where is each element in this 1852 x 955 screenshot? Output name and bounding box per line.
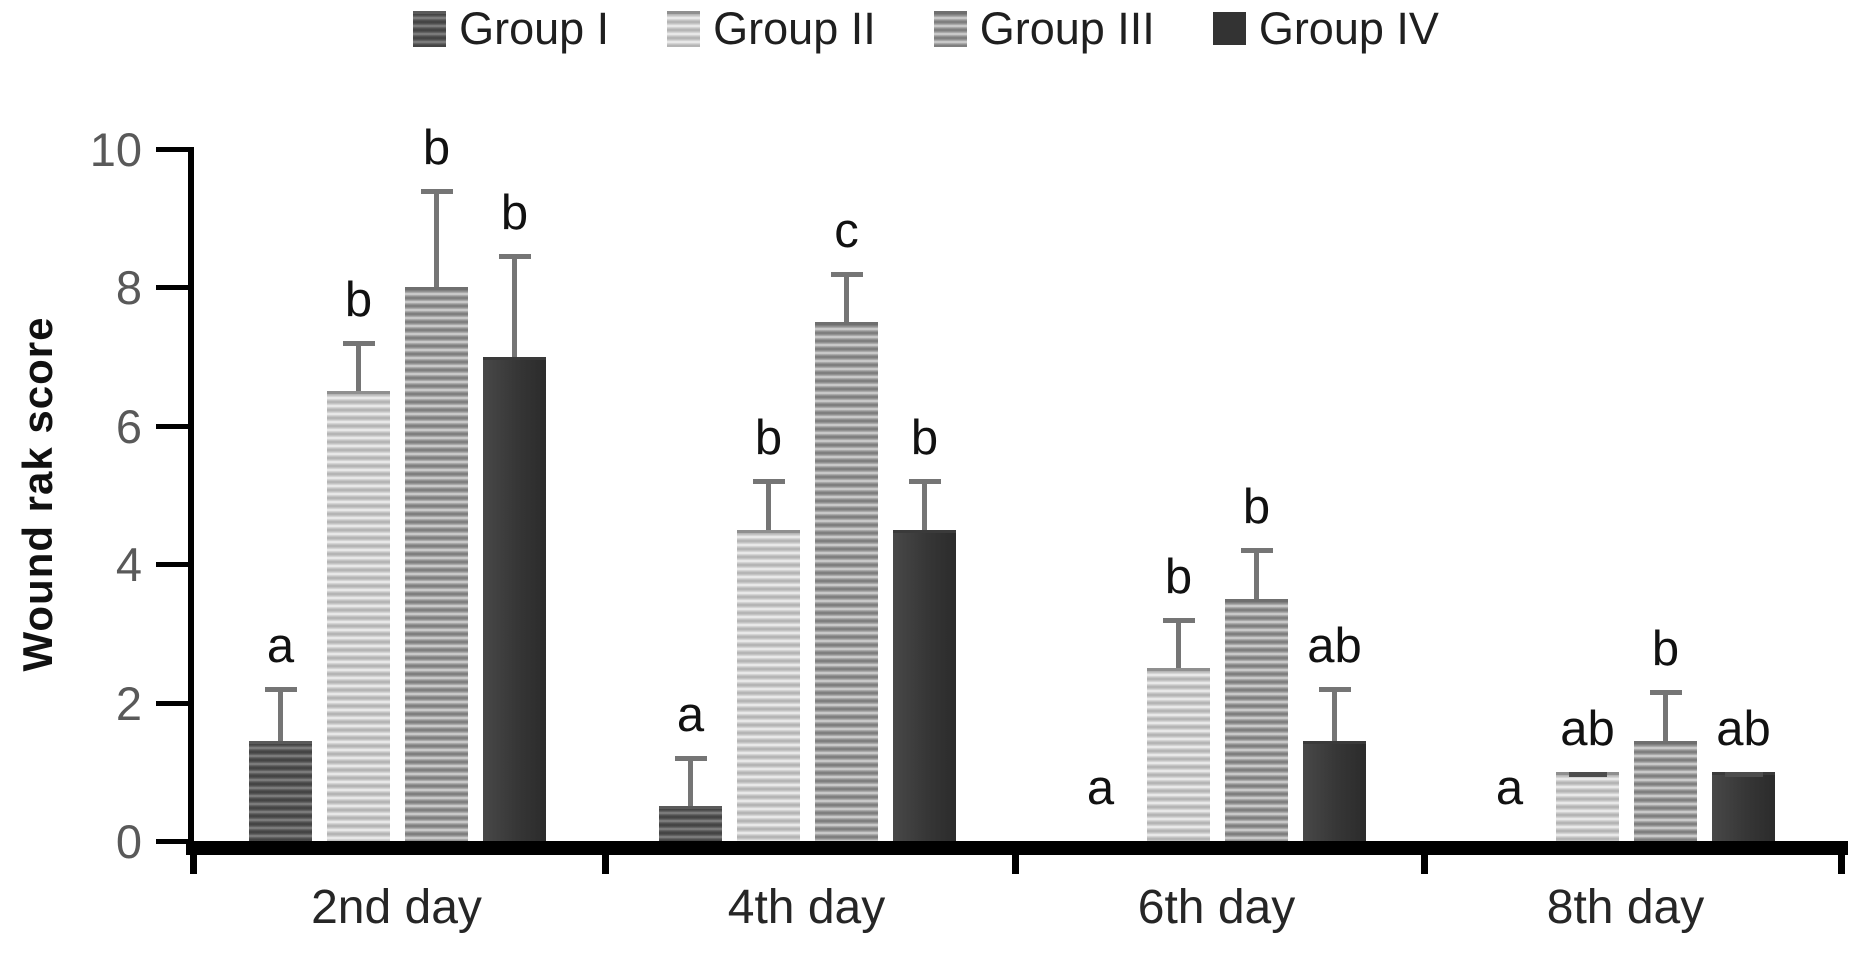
error-bar-whisker bbox=[1254, 550, 1259, 599]
significance-letter: a bbox=[266, 618, 295, 673]
legend-label: Group I bbox=[459, 3, 610, 54]
y-tick-label: 4 bbox=[115, 538, 142, 592]
legend-label: Group IV bbox=[1258, 3, 1439, 54]
legend-marker-icon bbox=[667, 10, 701, 47]
error-bar-whisker bbox=[512, 256, 517, 357]
bar-4th-day-Group-IV bbox=[893, 529, 956, 841]
x-category-label: 2nd day bbox=[311, 881, 482, 934]
x-axis-tick bbox=[1012, 854, 1019, 874]
y-tick-label: 0 bbox=[115, 815, 142, 868]
legend-marker-icon bbox=[1212, 12, 1246, 45]
bar-8th-day-Group-IV bbox=[1712, 771, 1775, 841]
significance-letter: a bbox=[1495, 760, 1524, 815]
legend-item-2: Group II bbox=[667, 6, 876, 51]
x-axis-line bbox=[186, 841, 1848, 855]
bar-4th-day-Group-I bbox=[659, 806, 722, 841]
significance-letter: ab bbox=[1560, 701, 1615, 756]
significance-letter: ab bbox=[1716, 701, 1771, 756]
significance-letter: b bbox=[344, 272, 373, 327]
error-bar-whisker bbox=[688, 757, 693, 807]
error-bar-cap bbox=[1162, 617, 1195, 623]
error-bar-cap bbox=[1240, 548, 1273, 554]
y-axis-tick bbox=[156, 839, 194, 844]
significance-letter: a bbox=[1086, 760, 1115, 815]
y-tick-label: 10 bbox=[89, 123, 142, 176]
error-bar-cap bbox=[1568, 771, 1607, 777]
error-bar-cap bbox=[830, 271, 863, 277]
error-bar-cap bbox=[498, 254, 531, 260]
chart-legend: Group I Group II Group III Group IV bbox=[0, 6, 1852, 51]
error-bar-cap bbox=[342, 340, 375, 346]
legend-label: Group III bbox=[979, 3, 1155, 54]
error-bar-cap bbox=[908, 479, 941, 485]
legend-item-1: Group I bbox=[413, 6, 609, 51]
x-axis-tick bbox=[190, 854, 197, 874]
bar-2nd-day-Group-II bbox=[327, 391, 390, 841]
x-axis-tick bbox=[1421, 854, 1428, 874]
significance-letter: b bbox=[422, 120, 451, 175]
y-axis-tick bbox=[156, 147, 194, 152]
significance-letter: ab bbox=[1307, 618, 1362, 673]
bar-6th-day-Group-II bbox=[1147, 668, 1210, 841]
error-bar-whisker bbox=[1176, 619, 1181, 668]
error-bar-cap bbox=[264, 686, 297, 692]
significance-letter: b bbox=[1242, 480, 1271, 535]
y-axis-tick bbox=[156, 285, 194, 291]
error-bar-whisker bbox=[922, 481, 927, 530]
bar-8th-day-Group-II bbox=[1556, 771, 1619, 841]
error-bar-cap bbox=[420, 188, 453, 194]
bar-2nd-day-Group-III bbox=[405, 287, 468, 841]
significance-letter: c bbox=[834, 203, 859, 258]
y-axis-tick bbox=[156, 700, 194, 706]
significance-letter: b bbox=[500, 186, 529, 241]
error-bar-cap bbox=[1318, 686, 1351, 692]
legend-label: Group II bbox=[713, 3, 876, 54]
y-axis-tick bbox=[156, 423, 194, 429]
legend-marker-icon bbox=[413, 10, 447, 47]
x-axis-tick bbox=[602, 854, 609, 874]
y-axis-line bbox=[188, 147, 194, 843]
x-category-label: 4th day bbox=[727, 881, 886, 934]
significance-letter: b bbox=[754, 411, 783, 466]
error-bar-whisker bbox=[844, 273, 849, 322]
error-bar-whisker bbox=[434, 190, 439, 288]
y-tick-label: 8 bbox=[115, 261, 142, 315]
significance-letter: b bbox=[1651, 622, 1680, 677]
bar-8th-day-Group-III bbox=[1634, 740, 1697, 841]
error-bar-whisker bbox=[278, 688, 283, 741]
legend-item-3: Group III bbox=[933, 3, 1155, 54]
significance-letter: b bbox=[910, 411, 939, 466]
error-bar-cap bbox=[674, 755, 707, 761]
error-bar-cap bbox=[1724, 771, 1763, 777]
legend-marker-icon bbox=[933, 10, 967, 47]
x-category-label: 6th day bbox=[1137, 881, 1296, 934]
error-bar-cap bbox=[752, 479, 785, 485]
bar-2nd-day-Group-I bbox=[249, 740, 312, 841]
error-bar-whisker bbox=[356, 342, 361, 392]
error-bar-whisker bbox=[1663, 692, 1668, 741]
bar-2nd-day-Group-IV bbox=[483, 356, 546, 841]
significance-letter: b bbox=[1164, 549, 1193, 604]
bar-6th-day-Group-IV bbox=[1303, 740, 1366, 841]
legend-item-4: Group IV bbox=[1212, 3, 1439, 54]
y-tick-label: 6 bbox=[115, 399, 142, 453]
x-axis-tick bbox=[1838, 854, 1845, 874]
error-bar-cap bbox=[1649, 690, 1682, 696]
significance-letter: a bbox=[676, 687, 705, 742]
error-bar-whisker bbox=[766, 481, 771, 530]
bar-4th-day-Group-II bbox=[737, 529, 800, 841]
bar-6th-day-Group-III bbox=[1225, 598, 1288, 841]
y-tick-label: 2 bbox=[115, 676, 142, 730]
x-category-label: 8th day bbox=[1546, 881, 1705, 934]
y-axis-title: Wound rak score bbox=[14, 316, 61, 672]
error-bar-whisker bbox=[1332, 688, 1337, 741]
bar-4th-day-Group-III bbox=[815, 322, 878, 841]
y-axis-tick bbox=[156, 562, 194, 568]
